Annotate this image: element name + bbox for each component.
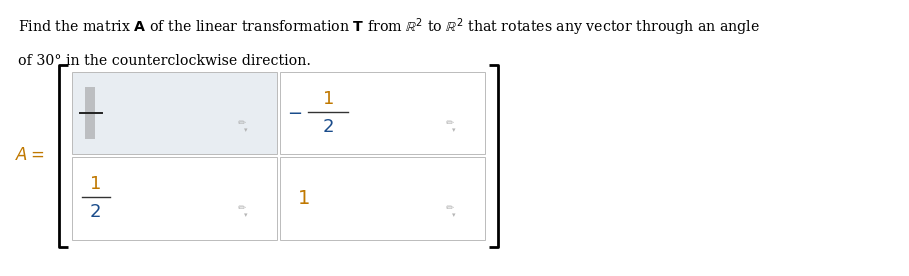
Text: $A =$: $A =$ <box>15 147 45 164</box>
FancyBboxPatch shape <box>72 158 277 240</box>
Text: $1$: $1$ <box>89 175 101 193</box>
Text: $-$: $-$ <box>287 103 302 121</box>
Text: Find the matrix $\mathbf{A}$ of the linear transformation $\mathbf{T}$ from $\ma: Find the matrix $\mathbf{A}$ of the line… <box>18 16 760 38</box>
FancyBboxPatch shape <box>280 158 485 240</box>
FancyBboxPatch shape <box>85 87 95 139</box>
Text: ✏: ✏ <box>238 118 246 128</box>
Text: ✏: ✏ <box>446 118 454 128</box>
Text: of 30° in the counterclockwise direction.: of 30° in the counterclockwise direction… <box>18 54 311 68</box>
Text: ▾: ▾ <box>245 212 248 218</box>
Text: $2$: $2$ <box>322 118 334 136</box>
Text: ▾: ▾ <box>453 127 456 133</box>
Text: ✏: ✏ <box>446 203 454 213</box>
Text: $1$: $1$ <box>296 190 309 208</box>
FancyBboxPatch shape <box>280 73 485 155</box>
Text: $2$: $2$ <box>89 203 101 221</box>
Text: $1$: $1$ <box>322 90 334 108</box>
Text: ✏: ✏ <box>238 203 246 213</box>
FancyBboxPatch shape <box>72 73 277 155</box>
Text: ▾: ▾ <box>245 127 248 133</box>
Text: ▾: ▾ <box>453 212 456 218</box>
